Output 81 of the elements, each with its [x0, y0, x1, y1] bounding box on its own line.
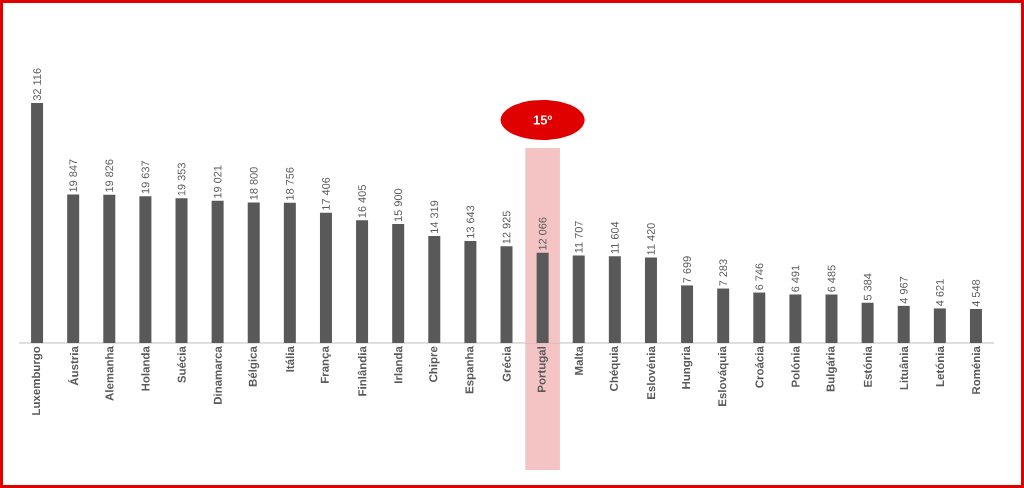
x-tick-label: Espanha	[465, 346, 476, 394]
x-tick-label: Luxemburgo	[31, 346, 43, 415]
x-tick-label: Estónia	[863, 346, 872, 387]
x-tick-label: Hungria	[681, 346, 693, 389]
bar	[969, 308, 982, 343]
bar	[247, 202, 260, 343]
x-tick-label: Bélgica	[248, 346, 260, 387]
bar	[825, 294, 838, 343]
bar	[500, 246, 513, 343]
band-label: 15º	[533, 115, 552, 125]
bar	[319, 212, 332, 343]
x-tick-label: Chipre	[428, 346, 440, 382]
data-label: 17 406	[322, 177, 330, 210]
x-tick-label: Eslováquia	[717, 346, 729, 406]
data-label: 6 491	[791, 265, 800, 292]
data-label: 32 116	[33, 68, 41, 101]
x-tick-label: Malta	[574, 346, 583, 375]
data-label: 19 826	[105, 159, 114, 192]
data-label: 13 643	[466, 205, 475, 238]
x-tick-label: Roménia	[971, 346, 981, 394]
x-tick-label: Holanda	[141, 346, 150, 391]
data-label: 19 353	[177, 163, 186, 196]
bar	[572, 255, 585, 343]
bar	[933, 308, 946, 343]
bar	[644, 257, 657, 343]
bar	[897, 305, 910, 343]
x-tick-label: Bulgária	[826, 346, 837, 392]
data-label: 11 604	[610, 221, 619, 254]
bar	[753, 292, 766, 343]
bar	[356, 220, 369, 343]
data-label: 12 925	[502, 211, 511, 244]
x-tick-label: Irlanda	[393, 346, 403, 383]
bar	[789, 294, 802, 343]
x-tick-label: Suécia	[177, 346, 186, 383]
bar	[861, 302, 874, 343]
data-label: 14 319	[430, 200, 439, 233]
data-label: 6 485	[827, 265, 836, 292]
bar	[103, 194, 116, 343]
data-label: 7 283	[719, 259, 728, 286]
bar	[608, 256, 621, 343]
data-label: 15 900	[394, 188, 403, 222]
data-label: 18 756	[285, 167, 294, 200]
data-label: 7 699	[683, 256, 691, 283]
data-label: 19 847	[69, 159, 78, 192]
data-label: 11 420	[647, 223, 655, 255]
x-tick-label: Finlândia	[357, 346, 367, 396]
x-tick-label: Lituânia	[899, 346, 909, 390]
bar	[211, 200, 224, 343]
x-tick-label: Grécia	[502, 346, 511, 382]
bar	[67, 194, 80, 343]
bar	[717, 288, 730, 343]
data-label: 16 405	[358, 185, 366, 218]
bar	[681, 285, 694, 343]
bar	[31, 102, 44, 343]
data-label: 11 707	[574, 221, 583, 253]
x-tick-label: Portugal	[537, 346, 548, 392]
bar	[428, 235, 441, 343]
data-label: 4 548	[972, 279, 980, 307]
data-label: 5 384	[863, 273, 872, 301]
data-label: 19 637	[141, 161, 150, 194]
x-tick-label: Itália	[285, 346, 295, 372]
bar	[283, 202, 296, 343]
data-label: 4 621	[935, 279, 944, 306]
x-tick-label: Chéquia	[609, 346, 621, 391]
bar	[175, 198, 188, 343]
bar	[139, 196, 152, 343]
data-label: 4 967	[899, 276, 908, 304]
bar	[392, 224, 405, 343]
x-tick-label: França	[320, 346, 332, 383]
x-tick-label: Croácia	[755, 346, 764, 388]
x-tick-label: Áustria	[68, 346, 79, 386]
data-label: 19 021	[213, 165, 222, 198]
x-tick-label: Eslovénia	[646, 346, 656, 399]
x-tick-label: Letónia	[935, 346, 945, 387]
data-label: 6 746	[755, 263, 764, 290]
x-tick-label: Polónia	[791, 346, 800, 387]
x-tick-label: Alemanha	[105, 346, 114, 401]
data-label: 18 800	[249, 167, 258, 200]
bar	[464, 240, 477, 343]
x-tick-label: Dinamarca	[213, 346, 222, 405]
data-label: 12 066	[538, 217, 547, 250]
